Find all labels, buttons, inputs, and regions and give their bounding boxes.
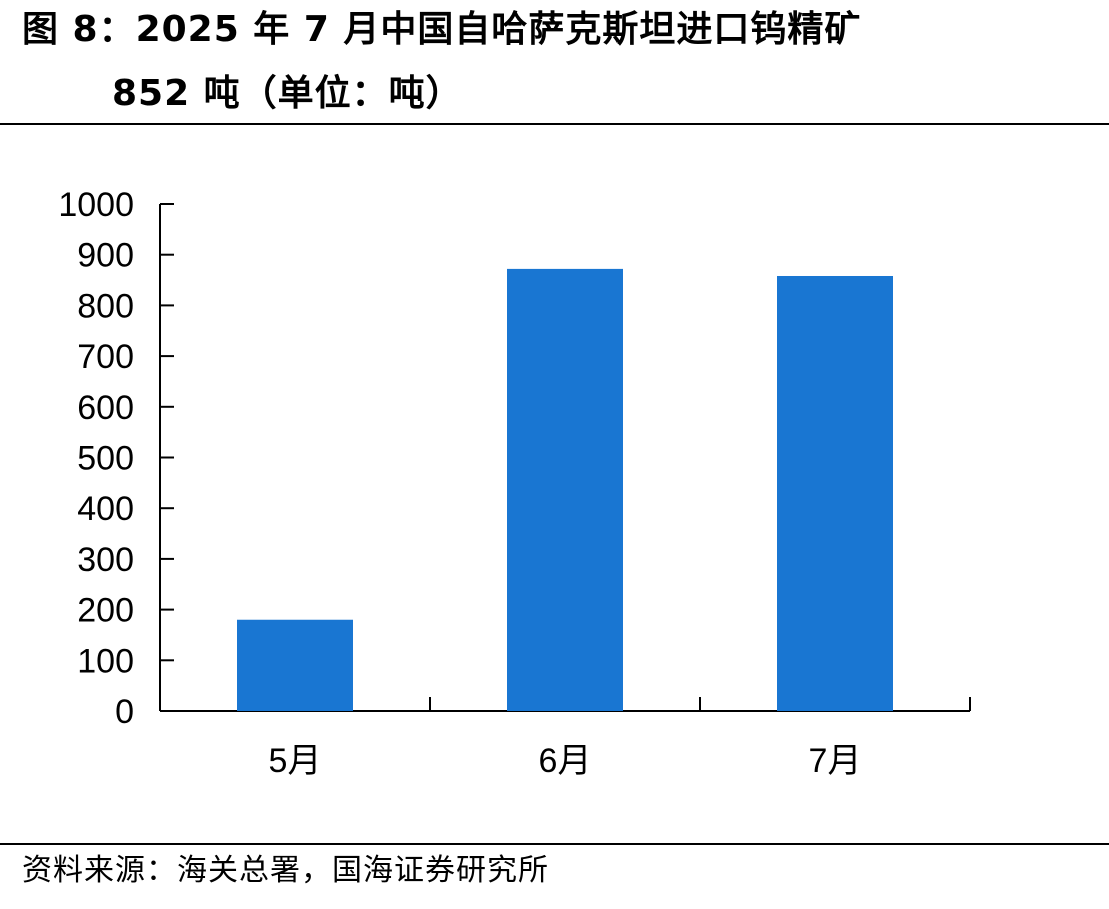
y-tick-label: 200 <box>77 592 134 630</box>
x-tick-label: 5月 <box>269 742 322 780</box>
y-tick-label: 1000 <box>58 186 134 224</box>
bar-series <box>237 268 893 711</box>
x-axis: 5月 6月 7月 <box>159 697 971 780</box>
y-tick-label: 0 <box>115 693 134 731</box>
y-tick-label: 100 <box>77 642 134 680</box>
source-divider <box>0 843 1109 845</box>
y-tick-label: 300 <box>77 541 134 579</box>
y-tick-label: 600 <box>77 389 134 427</box>
y-axis: 0 100 200 300 400 500 600 700 800 900 1000 <box>58 186 174 731</box>
bar-2 <box>507 268 623 711</box>
y-tick-label: 400 <box>77 490 134 528</box>
bar-3 <box>777 275 893 711</box>
chart-title-line-2: 852 吨（单位：吨） <box>112 73 463 114</box>
x-tick-label: 7月 <box>809 742 862 780</box>
bar-1 <box>237 619 353 711</box>
title-divider <box>0 123 1109 125</box>
x-tick-label: 6月 <box>539 742 592 780</box>
y-tick-label: 800 <box>77 287 134 325</box>
chart-title-line-1: 图 8：2025 年 7 月中国自哈萨克斯坦进口钨精矿 <box>22 9 862 50</box>
y-tick-label: 700 <box>77 338 134 376</box>
source-note: 资料来源：海关总署，国海证券研究所 <box>22 853 549 888</box>
y-tick-label: 900 <box>77 237 134 275</box>
y-tick-label: 500 <box>77 440 134 478</box>
